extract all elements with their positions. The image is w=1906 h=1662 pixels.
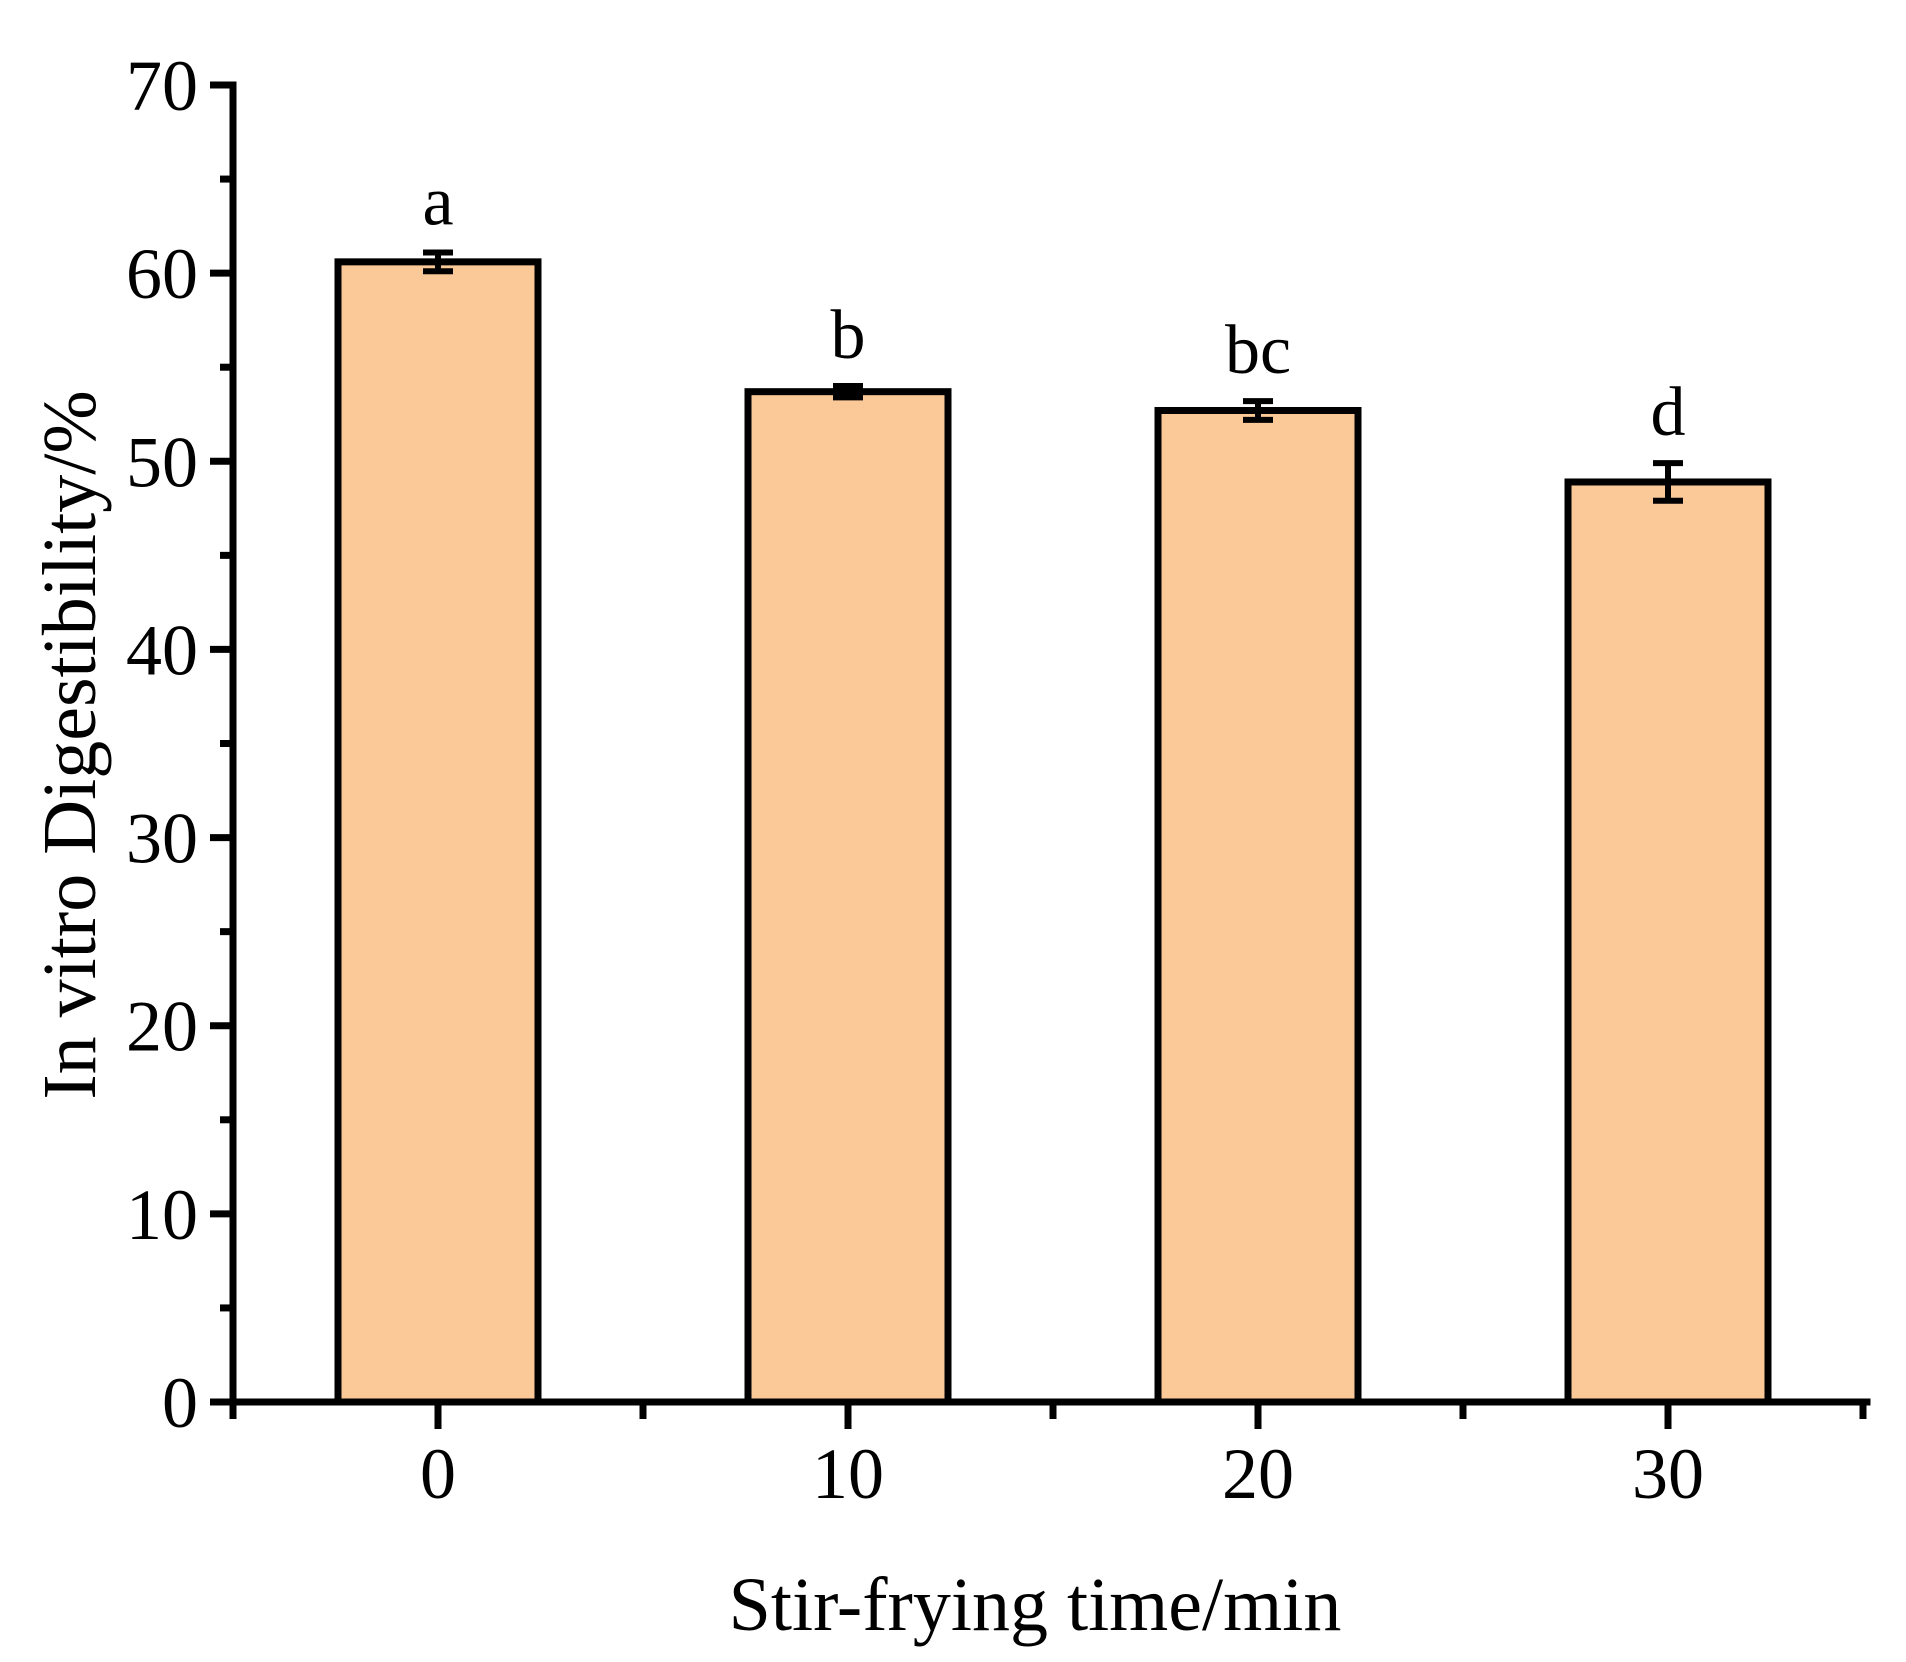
y-tick-label-50: 50 <box>126 422 198 502</box>
bar-10min <box>744 388 952 1406</box>
y-tick-label-30: 30 <box>126 799 198 879</box>
axes-layer <box>210 81 1871 1429</box>
tick-labels-layer: 0 10 20 30 40 50 60 70 0 10 20 30 <box>126 46 1704 1514</box>
bar-20min <box>1154 406 1362 1406</box>
error-bar-0min <box>423 249 453 275</box>
x-tick-label-10: 10 <box>812 1434 884 1514</box>
y-tick-label-60: 60 <box>126 234 198 314</box>
x-tick-label-0: 0 <box>420 1434 456 1514</box>
significance-letter-30min: d <box>1651 374 1686 451</box>
y-tick-label-0: 0 <box>162 1363 198 1443</box>
bar-30min <box>1564 478 1772 1406</box>
error-bar-30min <box>1653 460 1683 504</box>
error-bars-layer: a b bc d <box>422 163 1686 504</box>
x-tick-label-20: 20 <box>1222 1434 1294 1514</box>
x-tick-label-30: 30 <box>1632 1434 1704 1514</box>
significance-letter-20min: bc <box>1225 312 1291 389</box>
y-tick-label-40: 40 <box>126 610 198 690</box>
y-tick-label-10: 10 <box>126 1175 198 1255</box>
bar-0min <box>334 258 542 1406</box>
significance-letter-0min: a <box>422 163 453 240</box>
y-tick-label-20: 20 <box>126 987 198 1067</box>
error-bar-20min <box>1243 398 1273 423</box>
bars-layer <box>334 258 1772 1406</box>
y-tick-label-70: 70 <box>126 46 198 126</box>
y-axis-title: In vitro Digestibility/% <box>28 390 112 1099</box>
error-bar-10min <box>833 383 863 401</box>
significance-letter-10min: b <box>831 297 866 374</box>
x-axis-title: Stir-frying time/min <box>729 1563 1342 1647</box>
